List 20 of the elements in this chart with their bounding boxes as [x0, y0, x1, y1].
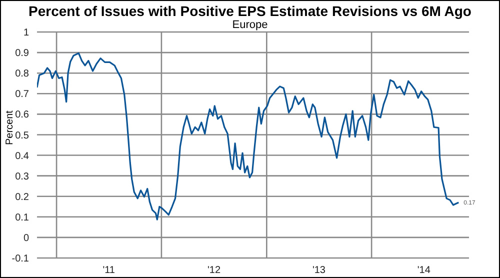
x-tick-label: '13: [312, 265, 326, 276]
y-tick-label: 0.1: [15, 212, 30, 224]
y-tick-label: 0.7: [15, 89, 30, 100]
y-tick-label: 0.3: [15, 171, 30, 182]
line-series: [37, 52, 460, 220]
y-tick-label: 0.5: [15, 130, 30, 142]
y-tick-label: -0.1: [12, 254, 30, 265]
x-tick-label: '11: [102, 265, 116, 276]
y-tick-label: 0.4: [15, 150, 30, 162]
y-tick-label: 1: [23, 28, 30, 39]
y-axis-title: Percent: [4, 110, 16, 145]
y-tick-label: 0.9: [15, 48, 30, 60]
y-tick-label: 0.6: [15, 110, 30, 121]
y-tick-label: 0.2: [15, 192, 30, 203]
chart-subtitle: Europe: [232, 19, 268, 31]
y-tick-label: 0.8: [15, 68, 30, 80]
chart-title: Percent of Issues with Positive EPS Estimate Revisions vs 6M Ago: [28, 3, 472, 19]
x-tick-label: '12: [208, 265, 221, 276]
y-tick-label: 0: [23, 233, 30, 244]
x-tick-label: '14: [417, 265, 431, 276]
